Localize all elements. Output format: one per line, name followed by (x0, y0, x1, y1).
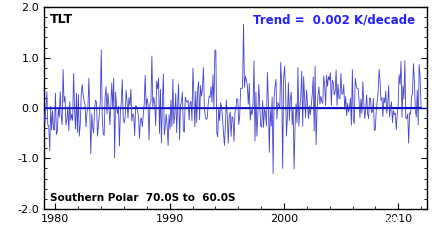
Text: Trend =  0.002 K/decade: Trend = 0.002 K/decade (253, 13, 415, 26)
Text: Southern Polar  70.0S to  60.0S: Southern Polar 70.0S to 60.0S (50, 193, 235, 203)
Text: idokep: idokep (369, 216, 401, 224)
Text: TLT: TLT (50, 13, 73, 26)
